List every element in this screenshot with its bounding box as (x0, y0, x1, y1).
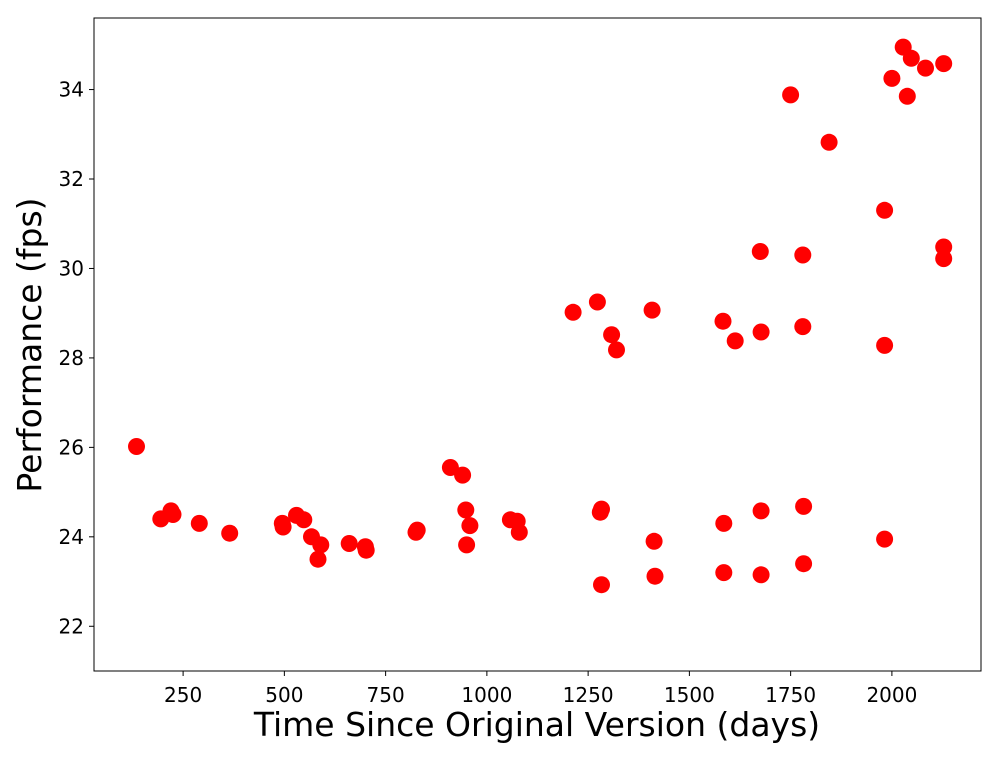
data-point (164, 506, 182, 523)
x-tick-label: 500 (265, 683, 303, 707)
data-point (935, 55, 953, 73)
data-point (454, 466, 472, 484)
x-tick-label: 250 (164, 683, 202, 707)
data-point (752, 566, 770, 584)
data-point (883, 69, 901, 87)
data-point (221, 524, 239, 542)
data-point (295, 511, 313, 529)
data-point (408, 521, 426, 539)
data-point (751, 243, 769, 260)
data-point (646, 567, 664, 585)
data-point (441, 459, 459, 476)
y-tick-label: 34 (59, 78, 84, 102)
y-axis-label: Performance (fps) (10, 197, 49, 492)
data-points (128, 38, 953, 594)
data-point (898, 87, 916, 105)
data-point (357, 541, 375, 559)
data-point (564, 303, 582, 321)
data-point (340, 535, 358, 552)
data-point (715, 514, 733, 532)
data-point (593, 500, 610, 518)
data-point (752, 323, 770, 341)
data-point (726, 332, 744, 350)
data-point (917, 59, 934, 77)
data-point (715, 564, 733, 582)
y-tick-label: 28 (59, 346, 84, 370)
data-point (794, 318, 812, 336)
data-point (457, 501, 475, 519)
data-point (128, 438, 145, 455)
data-point (190, 514, 208, 532)
x-axis-label: Time Since Original Version (days) (253, 705, 820, 744)
data-point (593, 576, 610, 594)
data-point (603, 326, 621, 344)
data-point (876, 530, 894, 548)
x-tick-label: 1000 (461, 683, 512, 707)
data-point (876, 201, 894, 219)
data-point (714, 312, 732, 330)
data-point (458, 536, 476, 554)
data-point (608, 341, 625, 359)
y-tick-label: 22 (59, 614, 84, 638)
plot-area-frame (93, 17, 982, 672)
data-point (645, 532, 663, 550)
data-point (902, 49, 920, 67)
x-tick-label: 1250 (563, 683, 614, 707)
data-point (795, 555, 813, 573)
data-point (588, 293, 606, 311)
data-point (510, 523, 528, 541)
data-point (752, 502, 770, 520)
y-tick-label: 26 (59, 435, 84, 459)
x-axis: 250 500 750 1000 1250 1500 1750 2000 (164, 671, 917, 707)
y-axis: 22 24 26 28 30 32 34 (59, 78, 94, 638)
data-point (794, 246, 812, 264)
data-point (782, 86, 800, 104)
data-point (795, 497, 813, 515)
x-tick-label: 1500 (664, 683, 715, 707)
y-tick-label: 32 (59, 167, 84, 191)
y-tick-label: 30 (59, 256, 84, 280)
x-tick-label: 2000 (866, 683, 917, 707)
data-point (274, 518, 292, 536)
x-tick-label: 1750 (765, 683, 816, 707)
data-point (935, 250, 953, 268)
y-tick-label: 24 (59, 525, 84, 549)
data-point (461, 517, 479, 535)
data-point (643, 301, 661, 319)
data-point (876, 336, 894, 354)
data-point (820, 133, 838, 151)
data-point (309, 550, 327, 568)
data-point (312, 536, 330, 554)
x-tick-label: 750 (367, 683, 405, 707)
